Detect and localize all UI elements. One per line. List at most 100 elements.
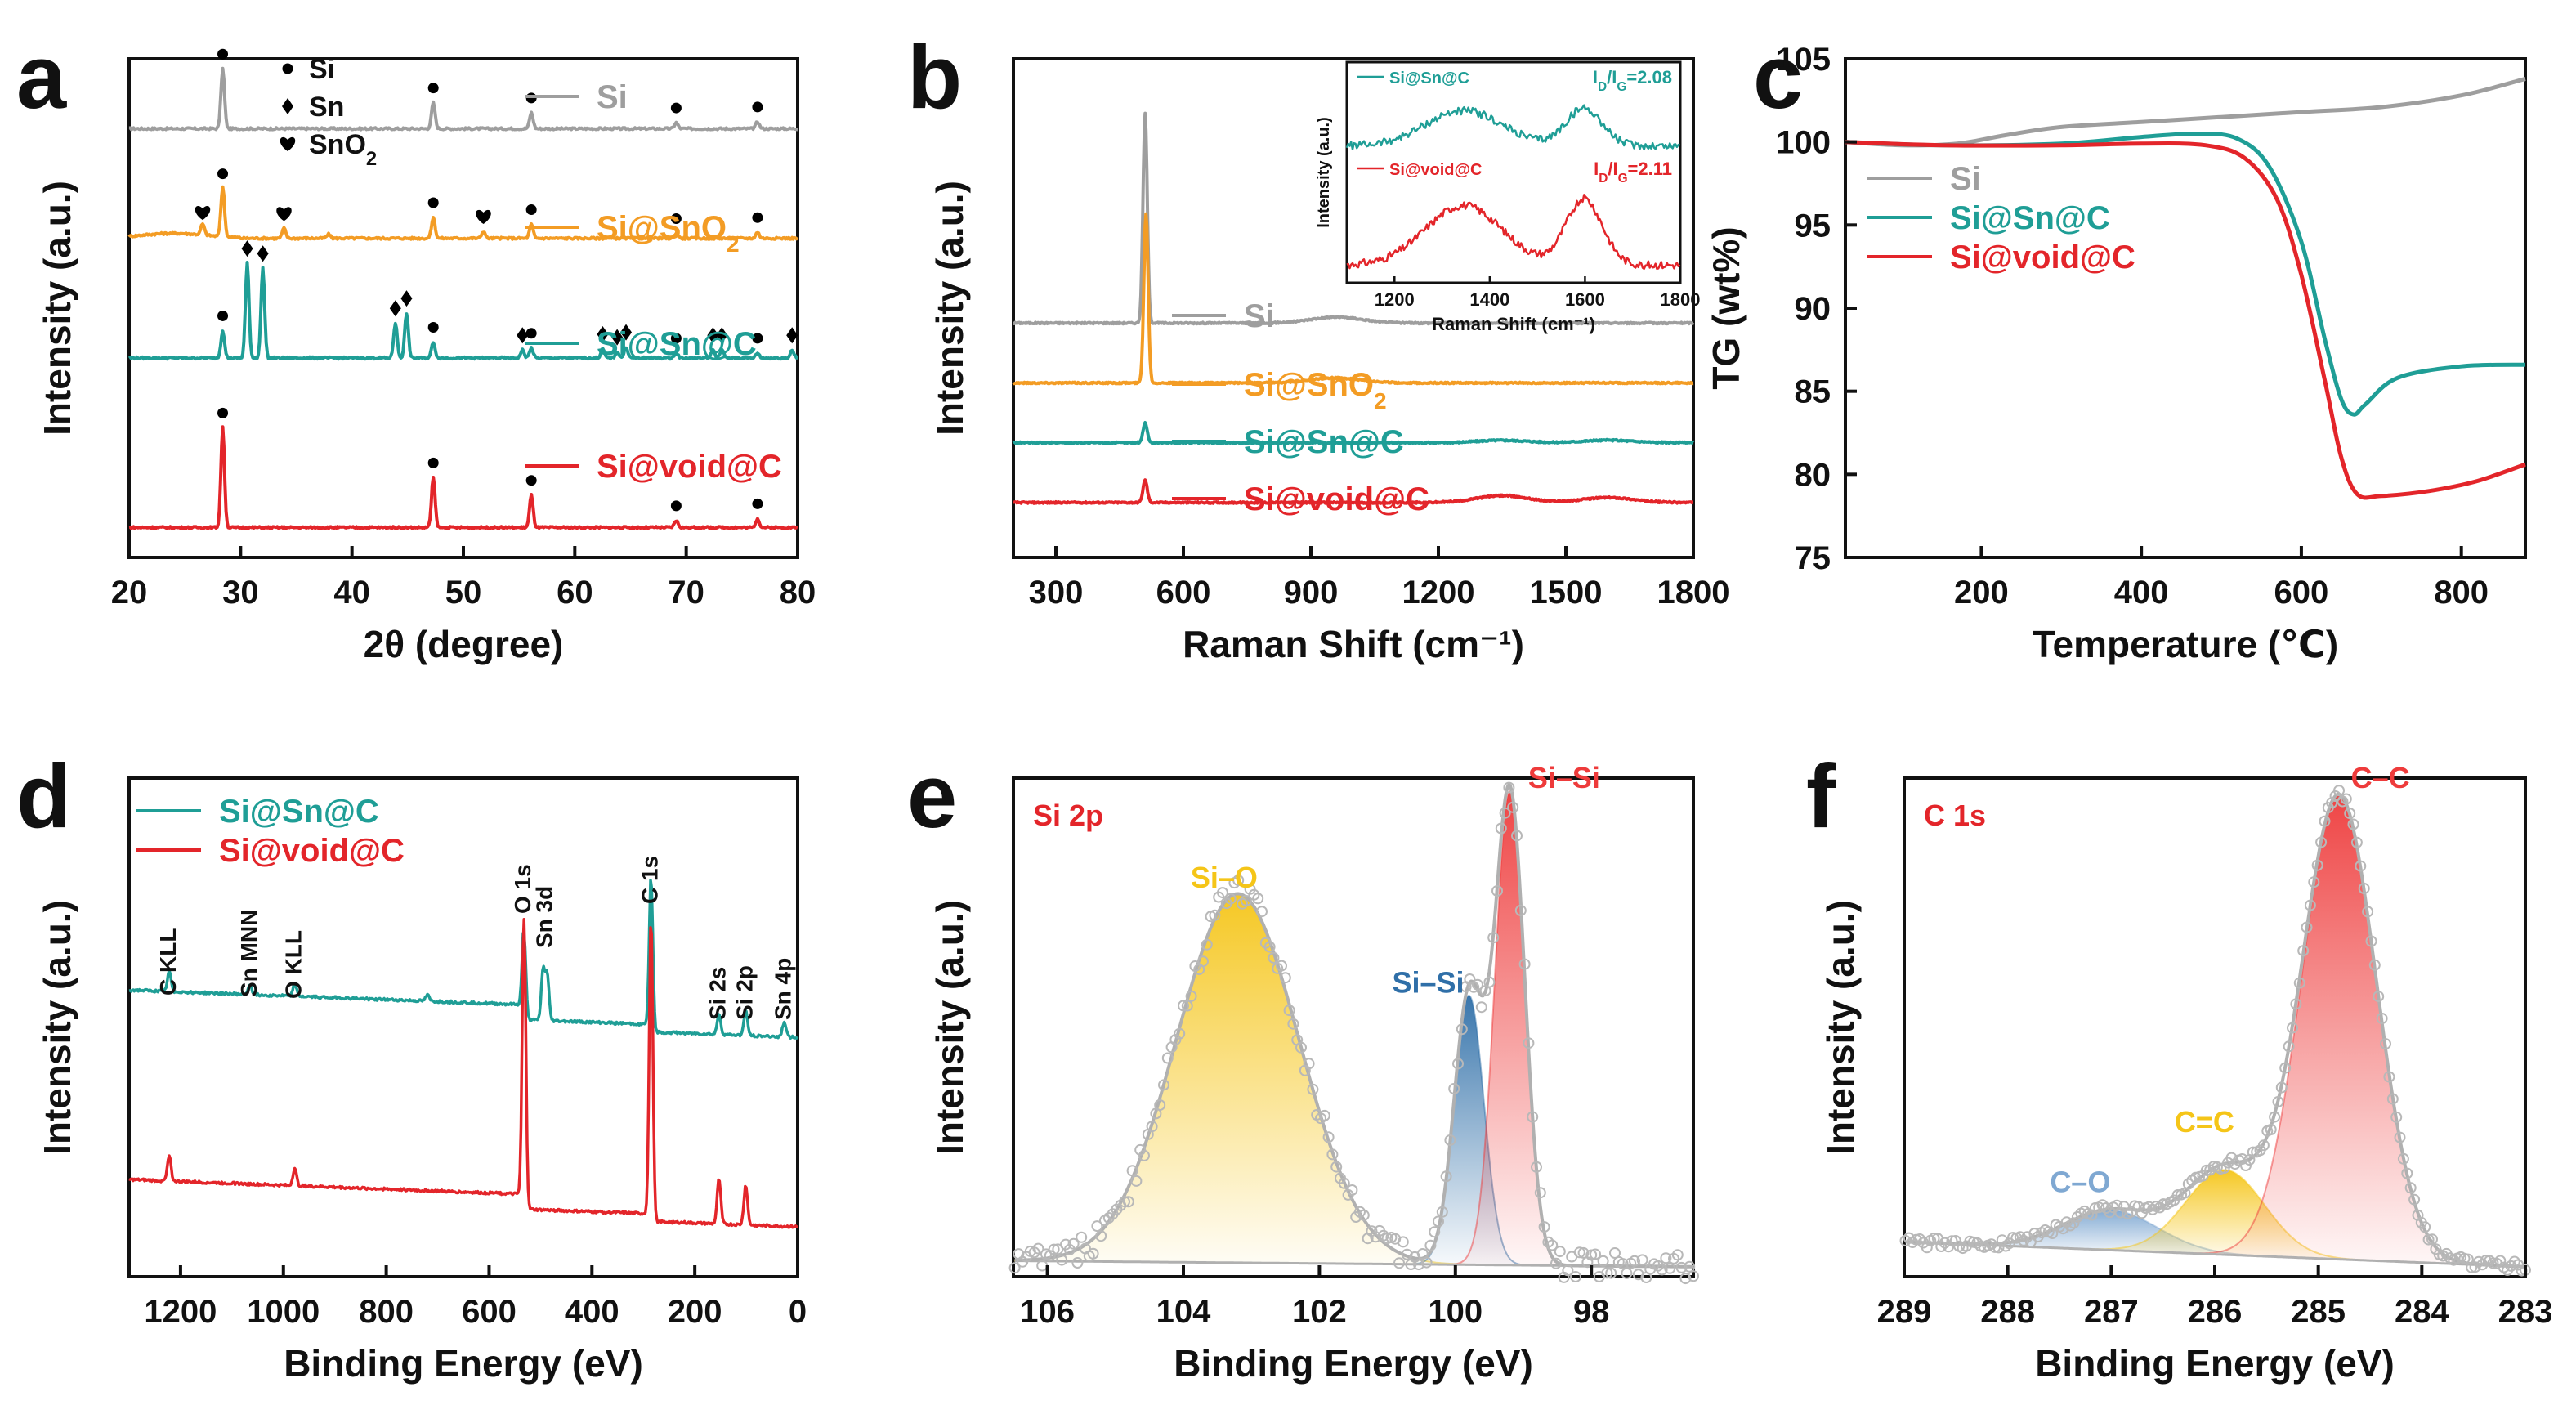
peak-marker-circle <box>525 328 537 339</box>
y-tick-label-c: 80 <box>1795 457 1831 493</box>
series-line-Si@void@C <box>1013 478 1694 505</box>
raw-data-point <box>2287 1022 2298 1034</box>
raw-data-point <box>1514 904 1527 916</box>
raw-data-point <box>1656 1264 1668 1276</box>
raw-data-point <box>1660 1252 1672 1264</box>
raw-data-point <box>1080 1242 1091 1255</box>
raw-data-point <box>1370 1231 1382 1243</box>
x-tick-label-a: 50 <box>445 575 482 611</box>
raw-data-point <box>1479 985 1491 997</box>
inset-series-line-Si@Sn@C <box>1345 104 1680 151</box>
raw-data-point <box>2075 1207 2087 1219</box>
raw-data-point <box>1518 958 1531 970</box>
raw-data-point <box>1401 1248 1413 1260</box>
peak-marker-circle <box>670 333 682 344</box>
raw-data-point <box>1311 1109 1323 1121</box>
raw-data-point <box>2243 1154 2256 1166</box>
raw-data-point <box>1581 1256 1594 1269</box>
inset-x-tick-label: 1600 <box>1565 289 1605 310</box>
raw-data-point <box>2118 1201 2130 1213</box>
raw-data-point <box>2376 1013 2388 1024</box>
panel-letter-d: d <box>16 746 71 847</box>
peak-marker-diamond <box>620 324 633 341</box>
raw-data-point <box>2490 1257 2502 1269</box>
raw-data-point <box>2304 899 2316 911</box>
raw-data-point <box>1076 1231 1088 1243</box>
peak-marker-circle <box>427 457 439 468</box>
raw-data-point <box>2129 1200 2141 1212</box>
raw-data-point <box>2512 1259 2525 1271</box>
x-tick-label-e: 106 <box>1020 1294 1075 1330</box>
raw-data-point <box>1040 1248 1052 1260</box>
peak-marker-diamond <box>257 245 269 262</box>
x-tick-label-f: 283 <box>2498 1294 2553 1330</box>
raw-data-point <box>1534 1187 1546 1199</box>
raw-data-point <box>1342 1188 1354 1201</box>
raw-data-point <box>2135 1207 2148 1219</box>
peak-marker-circle <box>217 407 229 418</box>
raw-data-point <box>2408 1193 2421 1206</box>
legend-symbol-circle <box>282 63 293 74</box>
inset-legend-label: Si@Sn@C <box>1389 69 1469 87</box>
raw-data-point <box>1452 1058 1464 1070</box>
raw-data-point <box>1283 1005 1295 1017</box>
peak-marker-diamond <box>786 327 798 344</box>
raw-data-point <box>1597 1255 1609 1267</box>
fit-background-f <box>1905 1240 2526 1269</box>
x-tick-label-d: 200 <box>668 1294 722 1330</box>
raw-data-point <box>1056 1254 1068 1266</box>
peak-annotation: Si 2s <box>705 967 731 1020</box>
peak-marker-circle <box>670 500 682 512</box>
raw-data-point <box>1917 1237 1930 1249</box>
raw-data-point <box>1279 972 1291 984</box>
raw-data-point <box>1008 1262 1021 1274</box>
x-axis-label-c: Temperature (℃) <box>2033 623 2338 665</box>
x-tick-label-a: 40 <box>333 575 370 611</box>
raw-data-point <box>2176 1188 2188 1201</box>
raw-data-point <box>1350 1211 1362 1223</box>
raw-data-point <box>1503 781 1515 794</box>
x-tick-label-c: 400 <box>2114 575 2169 611</box>
raw-data-point <box>2275 1081 2288 1094</box>
peak-annotation: O KLL <box>281 930 306 999</box>
plot-frame-d <box>127 776 799 1278</box>
peak-annotation: C KLL <box>155 928 181 996</box>
raw-data-point <box>1668 1252 1679 1264</box>
legend-label-b-0: Si <box>1244 298 1275 334</box>
legend-symbol-heart <box>280 136 296 151</box>
raw-data-point <box>2337 795 2349 808</box>
raw-data-point <box>2308 876 2320 888</box>
legend-label-b-2: Si@Sn@C <box>1244 424 1404 460</box>
raw-data-point <box>1405 1259 1417 1270</box>
panel-letter-c: c <box>1753 27 1803 128</box>
raw-data-point <box>2368 959 2381 971</box>
y-axis-label-c: TG (wt%) <box>1705 226 1747 389</box>
component-label-C–O: C–O <box>2050 1165 2110 1198</box>
raw-data-point <box>1507 801 1519 813</box>
peak-marker-circle <box>752 101 763 113</box>
x-axis-label-b: Raman Shift (cm⁻¹) <box>1183 623 1524 665</box>
panel-letter-a: a <box>16 27 67 128</box>
y-axis-label-f: Intensity (a.u.) <box>1819 900 1862 1155</box>
raw-data-point <box>1291 1034 1304 1046</box>
raw-data-point <box>2293 977 2305 989</box>
raw-data-point <box>2283 1040 2295 1053</box>
component-label-Si–Si: Si–Si <box>1528 761 1600 794</box>
raw-data-point <box>1542 1236 1554 1248</box>
inset-x-tick-label: 1400 <box>1469 289 1509 310</box>
raw-data-point <box>2229 1158 2241 1170</box>
peak-marker-diamond <box>241 240 253 257</box>
y-axis-label-a: Intensity (a.u.) <box>36 181 78 436</box>
y-tick-label-c: 105 <box>1776 42 1831 78</box>
raw-data-point <box>1671 1249 1684 1261</box>
x-tick-label-e: 100 <box>1428 1294 1483 1330</box>
peak-annotation: C 1s <box>637 856 663 904</box>
raw-data-point <box>2089 1202 2101 1214</box>
raw-data-point <box>1946 1235 1958 1247</box>
raw-data-point <box>1456 1023 1468 1036</box>
x-tick-label-d: 400 <box>565 1294 619 1330</box>
raw-data-point <box>2426 1233 2438 1246</box>
series-line-Si@Sn@C <box>128 879 799 1040</box>
raw-data-point <box>1134 1143 1147 1156</box>
raw-data-point <box>1213 891 1225 903</box>
